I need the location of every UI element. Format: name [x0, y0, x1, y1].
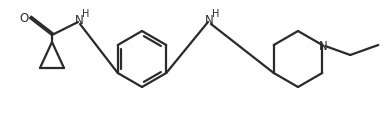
Text: N: N	[319, 40, 328, 53]
Text: H: H	[82, 9, 90, 19]
Text: N: N	[205, 15, 213, 27]
Text: N: N	[74, 15, 83, 27]
Text: H: H	[212, 9, 220, 19]
Text: O: O	[19, 13, 29, 25]
